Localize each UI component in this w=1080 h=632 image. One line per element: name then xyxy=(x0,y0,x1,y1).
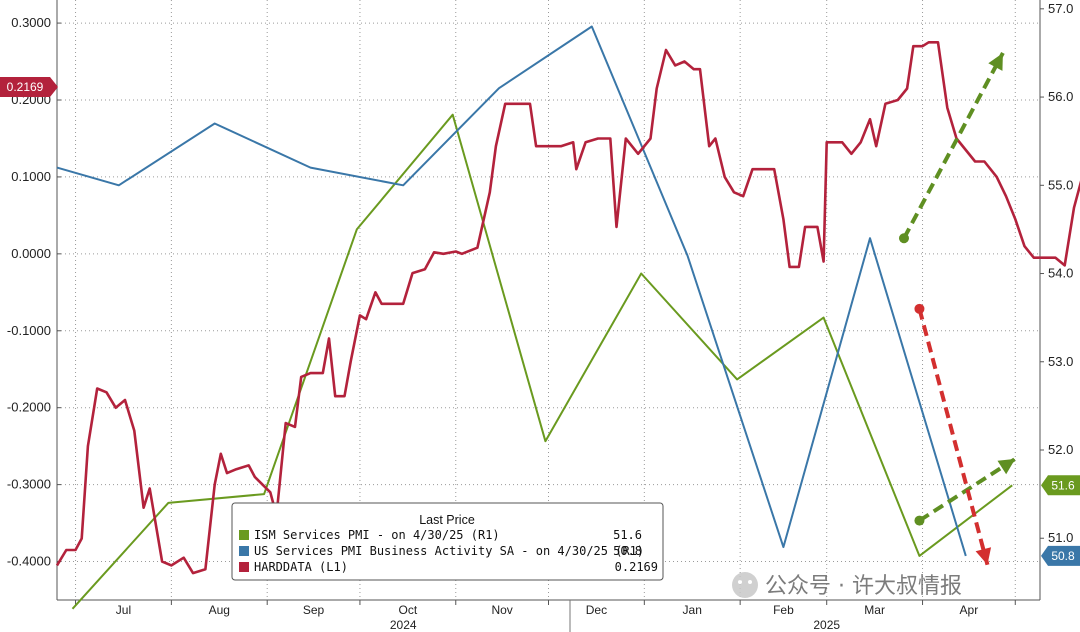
x-month-label: Dec xyxy=(586,603,607,617)
red-down-arrow-shaft xyxy=(917,308,990,566)
x-month-label: Nov xyxy=(491,603,512,617)
x-month-label: Sep xyxy=(303,603,325,617)
left-tick-label: -0.3000 xyxy=(7,477,51,492)
left-tick-label: -0.1000 xyxy=(7,323,51,338)
harddata-line xyxy=(55,40,1080,575)
left-tick-label: 0.3000 xyxy=(11,15,51,30)
watermark-text: 公众号 · 许大叔情报 xyxy=(765,574,962,599)
green-up-arrow-upper-shaft xyxy=(902,51,1005,240)
tick-labels: 0.30000.20000.10000.0000-0.1000-0.2000-0… xyxy=(7,1,1073,632)
legend-label-ism: ISM Services PMI - on 4/30/25 (R1) xyxy=(254,528,500,542)
left-tick-label: -0.4000 xyxy=(7,554,51,569)
x-year-label: 2024 xyxy=(390,618,417,632)
legend-swatch-harddata xyxy=(239,562,249,572)
wechat-icon xyxy=(732,572,758,598)
right-tick-label: 52.0 xyxy=(1048,442,1073,457)
us-services-pmi-line xyxy=(56,25,967,557)
red-down-arrow-head xyxy=(975,547,992,565)
green-up-arrow-upper xyxy=(898,51,1005,244)
left-tick-label: 0.0000 xyxy=(11,246,51,261)
series xyxy=(55,25,1080,610)
value-badges: 0.2169 51.6 50.8 xyxy=(0,77,1080,566)
legend: Last Price ISM Services PMI - on 4/30/25… xyxy=(231,502,664,581)
us-pmi-badge-shape xyxy=(1041,545,1080,566)
watermark: 公众号 · 许大叔情报 xyxy=(732,572,962,599)
legend-label-us-pmi: US Services PMI Business Activity SA - o… xyxy=(254,544,644,558)
harddata-badge-shape xyxy=(0,77,58,97)
right-tick-label: 53.0 xyxy=(1048,354,1073,369)
green-up-arrow-lower-origin-dot xyxy=(914,515,925,526)
right-tick-label: 57.0 xyxy=(1048,1,1073,16)
legend-label-harddata: HARDDATA (L1) xyxy=(254,560,348,574)
x-year-label: 2025 xyxy=(813,618,840,632)
gridlines xyxy=(57,0,1040,600)
legend-swatch-us-pmi xyxy=(239,546,249,556)
legend-title: Last Price xyxy=(419,513,475,527)
red-down-arrow-origin-dot xyxy=(914,303,925,314)
green-up-arrow-lower-head xyxy=(997,458,1016,475)
x-month-label: Apr xyxy=(960,603,979,617)
legend-value-us-pmi: 50.8 xyxy=(613,544,642,558)
left-tick-label: -0.2000 xyxy=(7,400,51,415)
us-pmi-badge: 50.8 xyxy=(1041,545,1080,566)
x-month-label: Jan xyxy=(683,603,702,617)
ism-badge-text: 51.6 xyxy=(1051,478,1075,492)
x-month-label: Oct xyxy=(399,603,418,617)
left-tick-label: 0.1000 xyxy=(11,169,51,184)
legend-swatch-ism xyxy=(239,530,249,540)
green-up-arrow-upper-origin-dot xyxy=(898,233,909,244)
us-pmi-badge-text: 50.8 xyxy=(1051,549,1075,563)
harddata-badge: 0.2169 xyxy=(0,77,58,97)
right-tick-label: 55.0 xyxy=(1048,177,1073,192)
x-month-label: Feb xyxy=(773,603,794,617)
legend-box xyxy=(231,502,664,581)
legend-value-harddata: 0.2169 xyxy=(615,560,658,574)
x-month-label: Jul xyxy=(116,603,131,617)
right-tick-label: 51.0 xyxy=(1048,530,1073,545)
ism-badge-shape xyxy=(1041,475,1080,496)
right-tick-label: 54.0 xyxy=(1048,266,1073,281)
ism-badge: 51.6 xyxy=(1041,475,1080,496)
x-month-label: Mar xyxy=(864,603,885,617)
right-tick-label: 56.0 xyxy=(1048,89,1073,104)
annotations xyxy=(898,51,1017,566)
wechat-icon-eye-left xyxy=(738,580,742,584)
green-up-arrow-upper-head xyxy=(988,52,1003,71)
wechat-icon-eye-right xyxy=(748,580,752,584)
ism-services-pmi-line xyxy=(71,113,1013,610)
x-month-label: Aug xyxy=(209,603,230,617)
harddata-badge-text: 0.2169 xyxy=(7,80,44,94)
legend-value-ism: 51.6 xyxy=(613,528,642,542)
red-down-arrow xyxy=(914,303,992,566)
